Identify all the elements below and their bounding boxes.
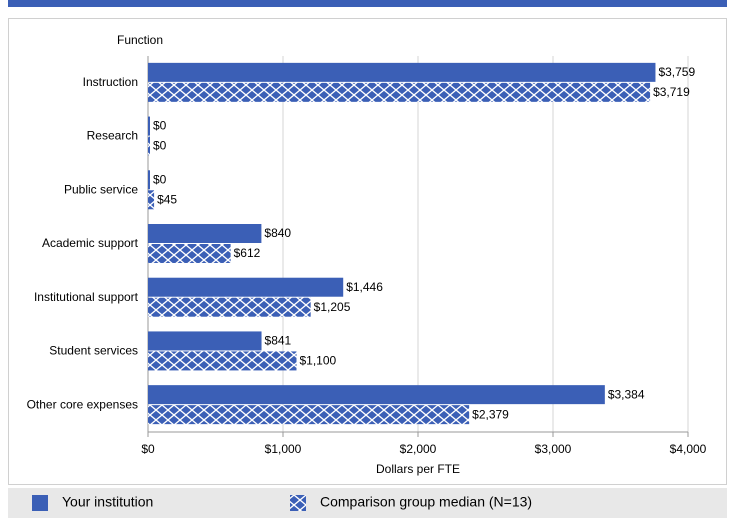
bar bbox=[148, 224, 262, 243]
y-tick-label: Other core expenses bbox=[27, 397, 138, 411]
value-label: $45 bbox=[157, 192, 177, 206]
x-axis-title: Dollars per FTE bbox=[376, 462, 460, 476]
bar bbox=[148, 297, 311, 317]
bar bbox=[148, 170, 150, 190]
bar bbox=[148, 331, 262, 351]
x-tick-label: $3,000 bbox=[535, 442, 572, 456]
x-tick-label: $4,000 bbox=[670, 442, 707, 456]
header-band bbox=[8, 0, 727, 7]
value-label: $840 bbox=[264, 226, 291, 240]
value-label: $0 bbox=[153, 119, 167, 133]
y-tick-label: Instruction bbox=[83, 75, 138, 89]
value-label: $0 bbox=[153, 139, 167, 153]
legend-band bbox=[8, 488, 727, 518]
bar bbox=[148, 405, 470, 425]
bar bbox=[148, 116, 150, 136]
bar bbox=[148, 351, 297, 371]
bar bbox=[148, 62, 656, 82]
y-tick-label: Public service bbox=[64, 182, 138, 196]
x-tick-label: $0 bbox=[141, 442, 155, 456]
y-axis-title: Function bbox=[117, 33, 163, 47]
bar bbox=[148, 82, 651, 102]
y-tick-label: Research bbox=[87, 129, 138, 143]
value-label: $3,384 bbox=[608, 387, 645, 401]
value-label: $841 bbox=[265, 334, 292, 348]
bar bbox=[148, 136, 150, 156]
bar bbox=[148, 244, 231, 263]
value-label: $3,719 bbox=[653, 85, 690, 99]
x-tick-label: $2,000 bbox=[400, 442, 437, 456]
y-tick-label: Academic support bbox=[42, 236, 139, 250]
value-label: $3,759 bbox=[658, 65, 695, 79]
legend-swatch bbox=[290, 495, 306, 511]
value-label: $1,446 bbox=[346, 280, 383, 294]
bar bbox=[148, 277, 344, 297]
value-label: $0 bbox=[153, 172, 167, 186]
y-tick-label: Student services bbox=[49, 344, 138, 358]
legend-label: Your institution bbox=[62, 494, 153, 510]
value-label: $1,205 bbox=[314, 300, 351, 314]
value-label: $612 bbox=[234, 246, 261, 260]
value-label: $2,379 bbox=[472, 407, 509, 421]
y-tick-label: Institutional support bbox=[34, 290, 139, 304]
value-label: $1,100 bbox=[300, 354, 337, 368]
x-tick-label: $1,000 bbox=[265, 442, 302, 456]
legend-label: Comparison group median (N=13) bbox=[320, 494, 532, 510]
bar bbox=[148, 190, 155, 210]
bar bbox=[148, 385, 605, 405]
legend-swatch bbox=[32, 495, 48, 511]
